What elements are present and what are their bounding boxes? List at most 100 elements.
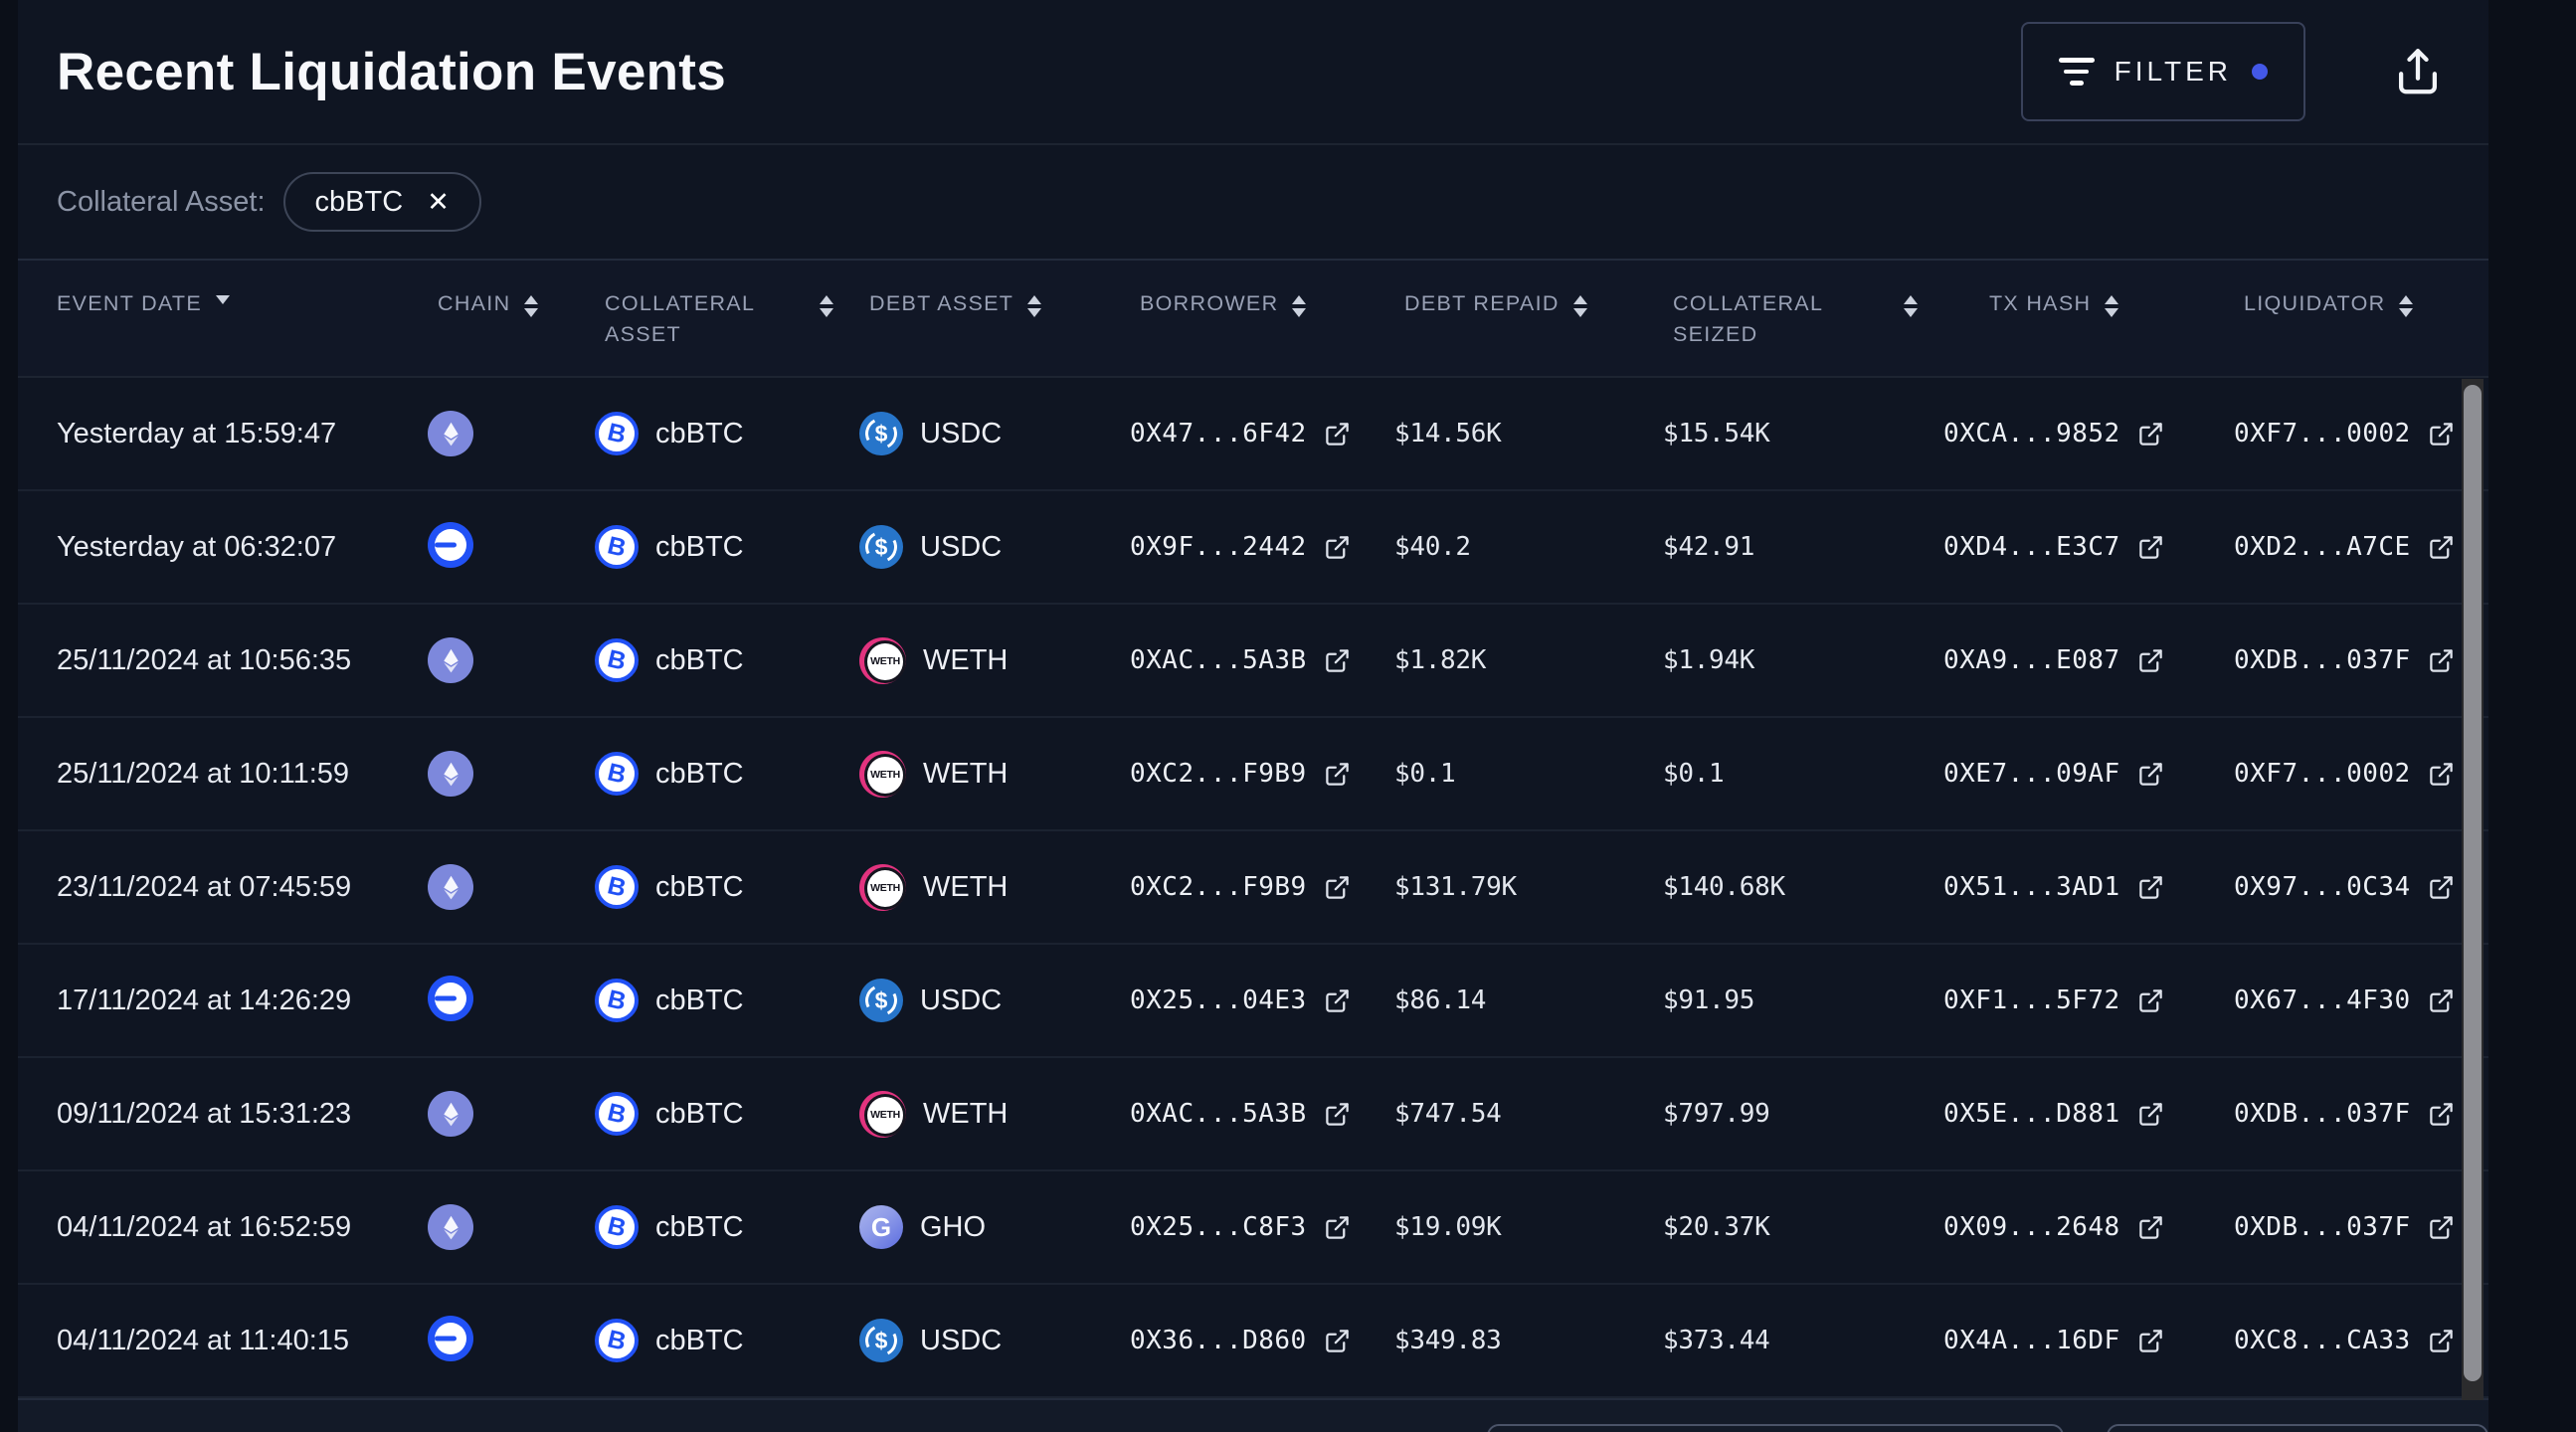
tx-hash-link[interactable]: 0X09...2648 — [1943, 1212, 2120, 1242]
external-link-icon[interactable] — [1324, 987, 1351, 1014]
column-header-chain[interactable]: CHAIN — [428, 288, 595, 319]
column-header-liquidator[interactable]: LIQUIDATOR — [2234, 288, 2457, 319]
column-header-borrower[interactable]: BORROWER — [1130, 288, 1394, 319]
collateral-asset-chip[interactable]: cbBTC ✕ — [282, 172, 481, 232]
tx-hash-link[interactable]: 0XCA...9852 — [1943, 419, 2120, 448]
liquidator-address-link[interactable]: 0XF7...0002 — [2234, 759, 2411, 789]
liquidator-address-link[interactable]: 0X97...0C34 — [2234, 872, 2411, 902]
borrower-address-link[interactable]: 0X25...C8F3 — [1130, 1212, 1307, 1242]
tx-hash-link[interactable]: 0XD4...E3C7 — [1943, 532, 2120, 562]
scrollbar-thumb[interactable] — [2464, 385, 2482, 1381]
external-link-icon[interactable] — [1324, 1214, 1351, 1241]
external-link-icon[interactable] — [1324, 1101, 1351, 1128]
borrower-address-link[interactable]: 0XAC...5A3B — [1130, 645, 1307, 675]
chain-cell — [428, 1091, 595, 1137]
weth-asset-icon: WETH — [859, 750, 906, 798]
column-header-event_date[interactable]: EVENT DATE — [57, 288, 428, 319]
pagination-nav-box[interactable] — [2107, 1424, 2488, 1432]
external-link-icon[interactable] — [2428, 647, 2455, 674]
debt-repaid-cell: $14.56K — [1394, 419, 1502, 448]
external-link-icon[interactable] — [2137, 987, 2164, 1014]
external-link-icon[interactable] — [2137, 647, 2164, 674]
column-label: LIQUIDATOR — [2244, 291, 2386, 315]
ethereum-chain-icon — [428, 1204, 473, 1250]
liquidator-address-link[interactable]: 0XDB...037F — [2234, 1099, 2411, 1129]
column-header-debt_repaid[interactable]: DEBT REPAID — [1394, 288, 1663, 319]
external-link-icon[interactable] — [2137, 761, 2164, 788]
external-link-icon[interactable] — [2137, 1214, 2164, 1241]
external-link-icon[interactable] — [2428, 534, 2455, 561]
ethereum-chain-icon — [428, 637, 473, 683]
external-link-icon[interactable] — [2137, 534, 2164, 561]
liquidator-address-link[interactable]: 0XF7...0002 — [2234, 419, 2411, 448]
pagination-page-size-box[interactable] — [1487, 1424, 2064, 1432]
external-link-icon[interactable] — [2428, 421, 2455, 448]
borrower-address-link[interactable]: 0XAC...5A3B — [1130, 1099, 1307, 1129]
tx-hash-link[interactable]: 0X4A...16DF — [1943, 1326, 2120, 1355]
external-link-icon[interactable] — [2137, 1101, 2164, 1128]
liquidator-cell: 0XDB...037F — [2234, 1212, 2457, 1242]
borrower-address-link[interactable]: 0XC2...F9B9 — [1130, 759, 1307, 789]
tx-hash-cell: 0XE7...09AF — [1943, 759, 2234, 789]
collateral-asset-label: cbBTC — [655, 643, 744, 676]
external-link-icon[interactable] — [1324, 534, 1351, 561]
external-link-icon[interactable] — [2137, 421, 2164, 448]
external-link-icon[interactable] — [2428, 1101, 2455, 1128]
debt-repaid-cell: $747.54 — [1394, 1099, 1502, 1129]
liquidator-cell: 0X97...0C34 — [2234, 872, 2457, 902]
x-close-icon[interactable]: ✕ — [427, 186, 450, 217]
filter-active-dot — [2252, 64, 2268, 80]
external-link-icon[interactable] — [1324, 1328, 1351, 1354]
tx-hash-link[interactable]: 0X51...3AD1 — [1943, 872, 2120, 902]
borrower-address-link[interactable]: 0X9F...2442 — [1130, 532, 1307, 562]
liquidator-address-link[interactable]: 0XDB...037F — [2234, 645, 2411, 675]
share-export-icon — [2391, 45, 2445, 98]
column-header-collateral_seized[interactable]: COLLATERAL SEIZED — [1663, 288, 1943, 350]
event-date-cell: 23/11/2024 at 07:45:59 — [57, 870, 352, 903]
column-header-collateral_asset[interactable]: COLLATERAL ASSET — [595, 288, 859, 350]
borrower-address-link[interactable]: 0X25...04E3 — [1130, 985, 1307, 1015]
tx-hash-cell: 0X4A...16DF — [1943, 1326, 2234, 1355]
column-header-debt_asset[interactable]: DEBT ASSET — [859, 288, 1130, 319]
filter-button[interactable]: FILTER — [2020, 22, 2305, 121]
external-link-icon[interactable] — [1324, 874, 1351, 901]
external-link-icon[interactable] — [2428, 874, 2455, 901]
external-link-icon[interactable] — [1324, 761, 1351, 788]
liquidator-address-link[interactable]: 0XDB...037F — [2234, 1212, 2411, 1242]
export-button[interactable] — [2391, 45, 2445, 98]
cbbtc-asset-icon: B — [595, 1205, 639, 1249]
external-link-icon[interactable] — [2428, 1214, 2455, 1241]
borrower-address-link[interactable]: 0X47...6F42 — [1130, 419, 1307, 448]
debt-asset-cell: $ USDC — [859, 1319, 1130, 1362]
debt-asset-label: USDC — [920, 984, 1003, 1016]
scrollbar-track[interactable] — [2462, 379, 2484, 1400]
external-link-icon[interactable] — [2428, 987, 2455, 1014]
liquidator-address-link[interactable]: 0XD2...A7CE — [2234, 532, 2411, 562]
collateral-asset-label: cbBTC — [655, 1097, 744, 1130]
external-link-icon[interactable] — [1324, 421, 1351, 448]
liquidator-address-link[interactable]: 0XC8...CA33 — [2234, 1326, 2411, 1355]
usdc-asset-icon: $ — [859, 525, 903, 569]
borrower-address-link[interactable]: 0X36...D860 — [1130, 1326, 1307, 1355]
tx-hash-link[interactable]: 0XE7...09AF — [1943, 759, 2120, 789]
external-link-icon[interactable] — [2428, 1328, 2455, 1354]
external-link-icon[interactable] — [2137, 1328, 2164, 1354]
liquidator-address-link[interactable]: 0X67...4F30 — [2234, 985, 2411, 1015]
tx-hash-link[interactable]: 0XF1...5F72 — [1943, 985, 2120, 1015]
collateral-seized-cell: $797.99 — [1663, 1099, 1770, 1129]
tx-hash-link[interactable]: 0X5E...D881 — [1943, 1099, 2120, 1129]
column-header-tx_hash[interactable]: TX HASH — [1943, 288, 2234, 319]
borrower-address-link[interactable]: 0XC2...F9B9 — [1130, 872, 1307, 902]
external-link-icon[interactable] — [1324, 647, 1351, 674]
external-link-icon[interactable] — [2428, 761, 2455, 788]
cbbtc-asset-icon: B — [595, 412, 639, 455]
tx-hash-link[interactable]: 0XA9...E087 — [1943, 645, 2120, 675]
external-link-icon[interactable] — [2137, 874, 2164, 901]
